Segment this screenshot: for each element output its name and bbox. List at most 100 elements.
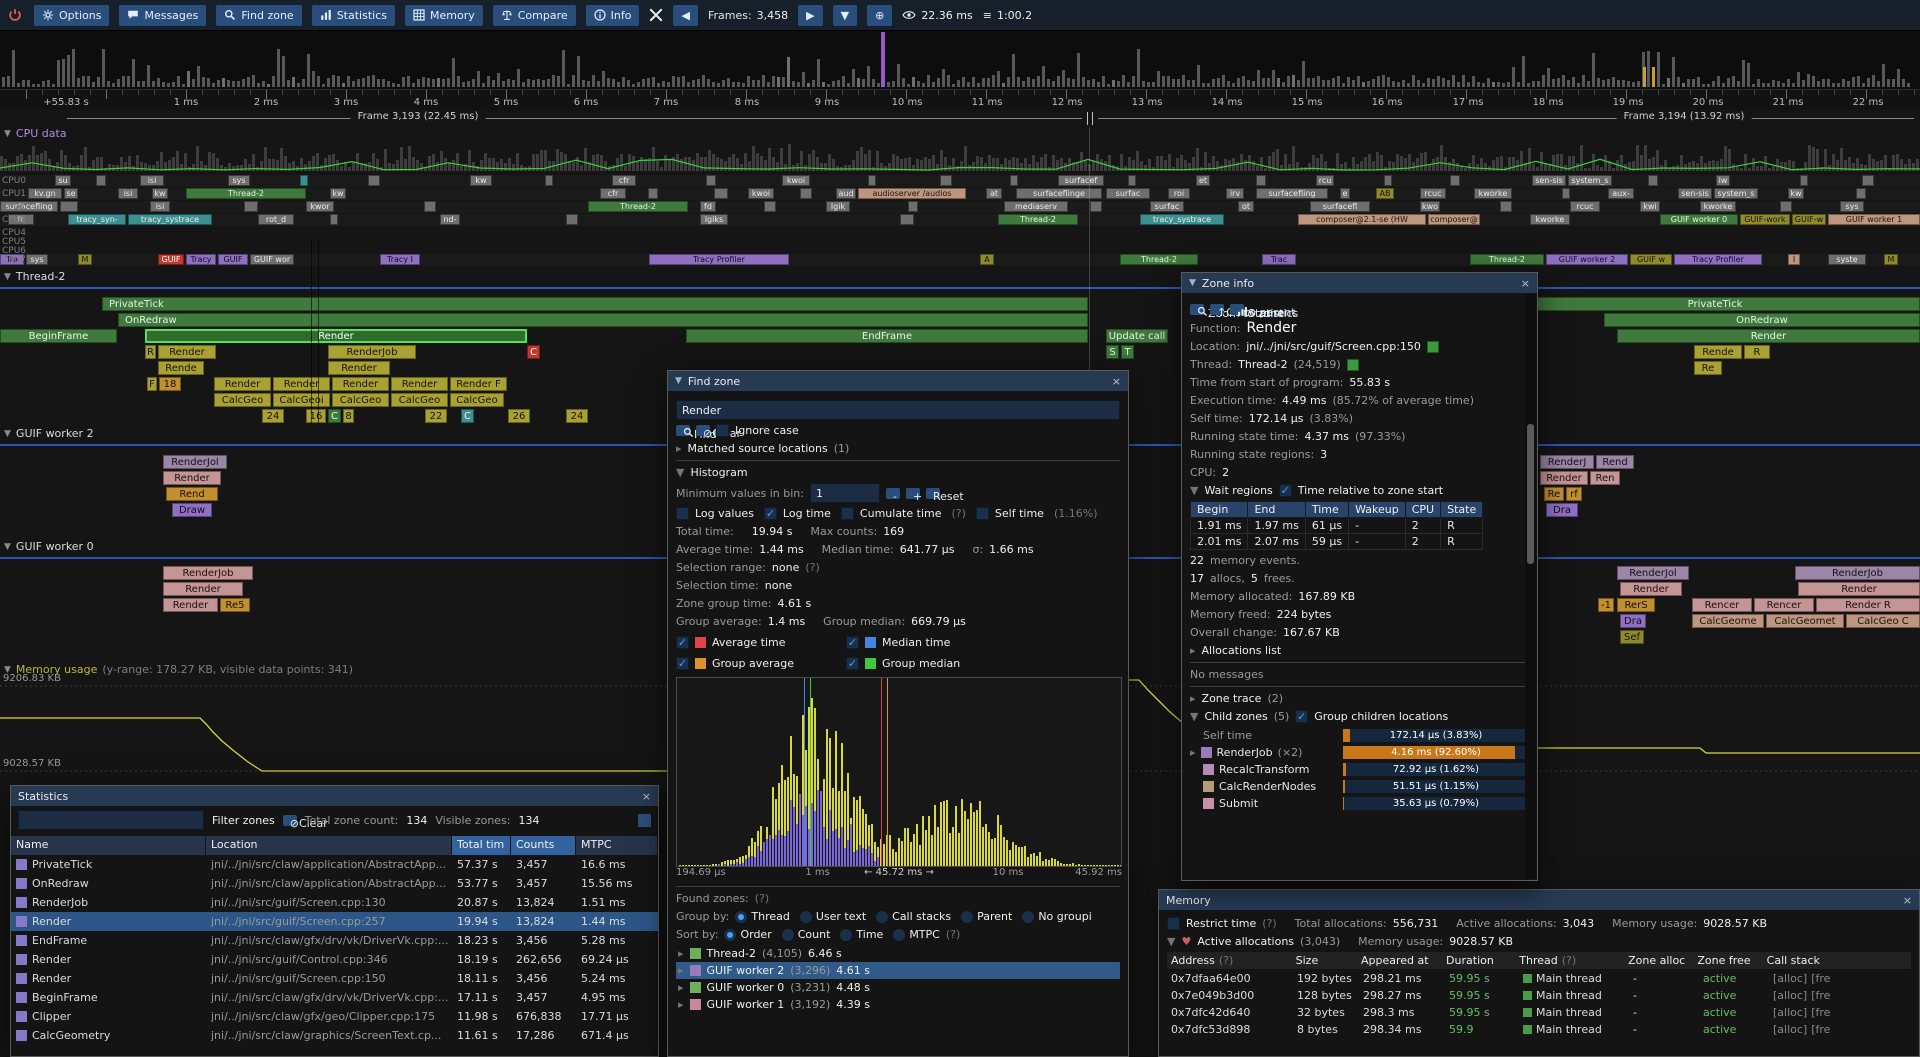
frame-bar[interactable] (1727, 78, 1730, 87)
cpu-zone-sen-sis[interactable]: sen-sis (1678, 188, 1712, 199)
zone-onredraw[interactable]: OnRedraw (1604, 313, 1920, 327)
frame-marker-gold[interactable] (1643, 67, 1646, 87)
frame-bar[interactable] (1067, 78, 1070, 87)
frame-bar[interactable] (707, 79, 710, 87)
frame-bar[interactable] (1587, 81, 1590, 87)
cpu-zone-kworke[interactable]: kworke (1700, 201, 1736, 212)
expand-icon[interactable]: ▸ (676, 442, 682, 455)
frame-bar[interactable] (1097, 82, 1100, 87)
frame-bar[interactable] (1367, 81, 1370, 87)
frame-bar[interactable] (1027, 77, 1030, 87)
expand-icon[interactable]: ▸ (1190, 746, 1196, 759)
frame-bar[interactable] (2, 77, 5, 87)
frame-bar[interactable] (1442, 78, 1445, 87)
table-row-endframe[interactable]: EndFrame jni/../jni/src/claw/gfx/drv/vk/D… (11, 931, 658, 950)
zone-rend[interactable]: Rend (166, 487, 218, 501)
frame-bar[interactable] (1237, 78, 1240, 87)
frame-bar[interactable] (252, 75, 255, 87)
zone-rencer[interactable]: Rencer (1754, 598, 1814, 612)
frame-bar[interactable] (1392, 81, 1395, 87)
frame-bar[interactable] (1382, 75, 1385, 87)
frame-bar[interactable] (512, 80, 515, 87)
zone-c[interactable]: C (461, 409, 474, 423)
radio-option-user-text[interactable]: User text (799, 910, 866, 923)
cpu-zone[interactable] (706, 175, 716, 186)
frame-bar[interactable] (32, 84, 35, 87)
zone-f[interactable]: F (147, 377, 157, 391)
zone-draw[interactable]: Draw (172, 503, 212, 517)
zone-render[interactable]: Render (1798, 582, 1920, 596)
zone-rers[interactable]: RerS (1617, 598, 1655, 612)
cpu-zone[interactable] (800, 188, 812, 199)
frame-bar[interactable] (982, 78, 985, 87)
cpu-zone-su[interactable]: su (55, 175, 71, 186)
frame-bar[interactable] (282, 56, 285, 87)
statistics-button[interactable]: Statistics (311, 4, 395, 26)
frame-bar[interactable] (962, 77, 965, 87)
cpu-zone-surfacefling[interactable]: surfacefling (1256, 188, 1328, 199)
frame-bar[interactable] (1832, 83, 1835, 87)
column-header-name[interactable]: Name (11, 836, 206, 855)
find-zone-button[interactable]: Find zone (216, 4, 302, 26)
frame-bar[interactable] (1437, 76, 1440, 87)
frame-bar[interactable] (1107, 84, 1110, 87)
zone-c[interactable]: C (328, 409, 341, 423)
cpu-zone[interactable] (714, 188, 728, 199)
zone-render[interactable]: Render (214, 377, 271, 391)
frame-bar[interactable] (497, 73, 500, 87)
cpu-zone-rcuc[interactable]: rcuc (1420, 188, 1446, 199)
frame-bar[interactable] (1887, 79, 1890, 87)
child-zone-row[interactable]: Self time 172.14 µs (3.83%) (1190, 727, 1529, 744)
frame-bar[interactable] (447, 78, 450, 87)
frame-bar[interactable] (1412, 75, 1415, 87)
frame-bar[interactable] (62, 59, 65, 87)
frame-bar[interactable] (1837, 83, 1840, 87)
frame-bar[interactable] (1492, 82, 1495, 87)
legend-checkbox[interactable] (676, 636, 689, 649)
frame-bar[interactable] (787, 57, 790, 87)
frame-bar[interactable] (1212, 79, 1215, 87)
frame-bar[interactable] (702, 75, 705, 87)
radio-button[interactable] (840, 928, 853, 941)
frame-bar[interactable] (922, 83, 925, 87)
frame-bar[interactable] (342, 83, 345, 87)
frame-bar[interactable] (1797, 72, 1800, 87)
cpu-zone-kwoi[interactable]: kwoi (782, 175, 810, 186)
frame-bar[interactable] (972, 77, 975, 87)
collapse-icon[interactable]: ▼ (1189, 278, 1196, 288)
frame-bar[interactable] (1732, 76, 1735, 87)
frame-bar[interactable] (17, 83, 20, 87)
cpu-zone[interactable] (96, 175, 106, 186)
table-row-render[interactable]: Render jni/../jni/src/guif/Screen.cpp:257… (11, 912, 658, 931)
zone-sef[interactable]: Sef (1620, 630, 1644, 644)
frame-bar[interactable] (1127, 82, 1130, 87)
frame-bar[interactable] (377, 79, 380, 87)
legend-checkbox[interactable] (676, 657, 689, 670)
frame-bar[interactable] (1452, 75, 1455, 87)
frame-bar[interactable] (1327, 80, 1330, 87)
zone-render[interactable]: Render (273, 377, 330, 391)
cpu-zone[interactable] (1090, 201, 1102, 212)
log-time-checkbox[interactable] (763, 507, 777, 520)
call-stack-link[interactable]: [fre (1811, 972, 1831, 985)
frame-bar[interactable] (457, 76, 460, 87)
frame-bar[interactable] (1527, 83, 1530, 87)
frame-bar[interactable] (167, 83, 170, 87)
frame-bar[interactable] (222, 78, 225, 87)
frame-bar[interactable] (357, 79, 360, 87)
frame-bar[interactable] (47, 80, 50, 87)
frame-bar[interactable] (1072, 79, 1075, 87)
frame-bar[interactable] (1337, 76, 1340, 87)
zone-calcgeome[interactable]: CalcGeome (1692, 614, 1764, 628)
radio-button[interactable] (961, 910, 974, 923)
frame-bar[interactable] (1627, 81, 1630, 87)
frame-bar[interactable] (417, 79, 420, 87)
frame-bar[interactable] (1377, 76, 1380, 87)
frame-bar[interactable] (1632, 82, 1635, 87)
frame-bar[interactable] (627, 80, 630, 87)
cpu-zone-kwi[interactable]: kwi (1640, 201, 1660, 212)
legend-checkbox[interactable] (846, 657, 859, 670)
frame-bar[interactable] (152, 81, 155, 87)
frame-bar[interactable] (612, 79, 615, 87)
